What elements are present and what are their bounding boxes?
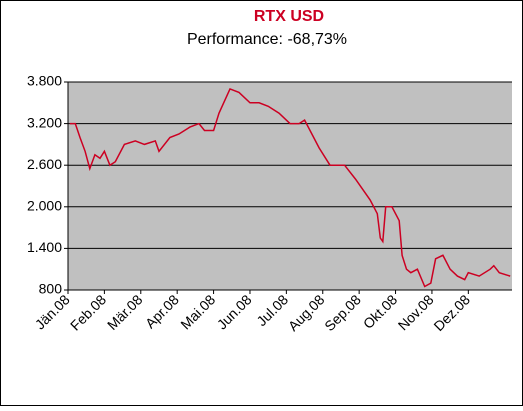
y-tick-label: 2.000: [27, 198, 62, 214]
chart-subtitle: Performance: -68,73%: [187, 31, 347, 48]
y-tick-label: 2.600: [27, 156, 62, 172]
price-line: [69, 87, 511, 288]
y-tick-label: 1.400: [27, 239, 62, 255]
chart-title: RTX USD: [254, 8, 324, 25]
y-tick-label: 3.200: [27, 114, 62, 130]
y-tick-label: 800: [39, 281, 63, 297]
y-tick-label: 3.800: [27, 73, 62, 89]
plot-area: [68, 82, 512, 290]
